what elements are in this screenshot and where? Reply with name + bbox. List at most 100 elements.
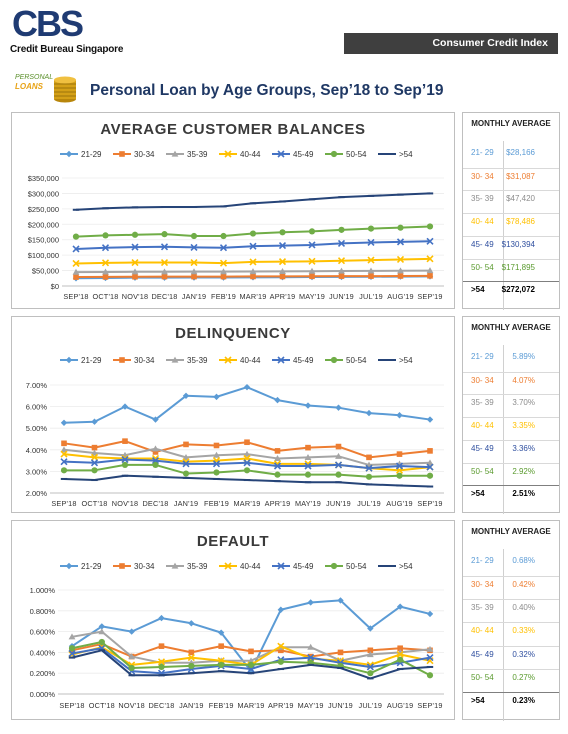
data-point [190,268,198,275]
data-point [304,402,312,409]
monthly-average-row: >54 $272,072 [463,281,559,298]
series-21-29 [60,383,434,426]
data-point [131,258,139,267]
x-tick-label: FEB'19 [204,499,229,508]
age-group-label: 21- 29 [471,352,494,361]
legend-item: 35-39 [166,150,208,159]
age-group-label: >54 [471,489,485,499]
age-group-label: >54 [471,695,485,705]
personal-loans-icon: PERSONAL LOANS [13,68,81,104]
data-point [121,461,129,469]
chart-title: DELINQUENCY [175,325,291,342]
data-point [426,237,434,245]
x-tick-label: JUN'19 [326,499,351,508]
logo-text: CBS [12,6,83,40]
monthly-average-row: 21- 29 0.68% [463,553,559,569]
y-tick-label: $50,000 [32,267,59,276]
data-point [427,273,433,279]
legend-label: 21-29 [81,150,102,159]
data-point [60,458,68,466]
column-divider [503,345,504,514]
y-tick-label: $150,000 [28,236,59,245]
data-point [367,238,375,247]
monthly-average-row: 50- 54 $171,895 [463,258,559,276]
y-tick-label: $100,000 [28,251,59,260]
legend-marker [330,562,338,570]
data-point [278,258,287,266]
monthly-average-header: MONTHLY AVERAGE [471,527,551,536]
data-point [158,614,165,622]
legend: 21-29 30-34 35-39 40-44 45-49 50-54 >54 [60,356,413,365]
age-group-label: 35- 39 [471,398,494,408]
legend-label: >54 [399,562,413,571]
data-point [307,599,314,606]
legend-label: 40-44 [240,562,261,571]
data-point [157,658,166,666]
data-point [73,274,79,280]
legend-marker [224,562,232,570]
data-point [278,242,287,250]
default-chart: 21-29 30-34 35-39 40-44 45-49 50-54 >54 0.000% 0… [30,562,444,710]
legend-label: 50-54 [346,356,367,365]
logo-subtitle: Credit Bureau Singapore [10,44,124,55]
legend-marker [119,357,125,363]
x-tick-label: NOV'18 [112,499,139,508]
monthly-average-table-balances: MONTHLY AVERAGE 21- 29 $28,166 30- 34 $31,08… [462,112,560,310]
data-point [219,259,228,267]
data-point [243,459,251,467]
legend-label: 30-34 [134,356,155,365]
age-group-label: 21- 29 [471,148,494,157]
data-point [338,226,345,233]
x-tick-label: FEB'19 [209,701,234,710]
monthly-average-value: 3.35% [512,421,535,431]
column-divider [503,141,504,310]
data-point [397,656,404,663]
data-point [152,461,159,469]
data-point [338,267,345,274]
x-tick-label: AUG'19 [387,701,414,710]
y-tick-label: 7.00% [26,381,48,390]
data-point [102,274,109,280]
legend-label: 50-54 [346,150,367,159]
data-point [277,606,285,613]
data-point [304,462,312,470]
data-point [273,462,282,470]
x-tick-label: DEC'18 [151,292,177,301]
data-point [308,241,316,249]
legend-item: 21-29 [60,356,102,365]
monthly-average-value: 2.92% [512,466,535,476]
monthly-average-value: 0.42% [512,580,535,590]
data-point [102,268,109,275]
monthly-average-value: 0.40% [512,603,535,613]
data-point [426,654,434,662]
data-point [277,658,284,665]
monthly-average-row: 40- 44 3.35% [463,417,559,434]
series-line [63,386,431,424]
legend-label: >54 [399,150,413,159]
data-point [60,419,68,426]
data-point [220,268,227,275]
data-point [161,231,168,238]
monthly-average-row: 50- 54 2.92% [463,462,559,480]
y-tick-label: 6.00% [26,403,48,412]
balances-chart: 21-29 30-34 35-39 40-44 45-49 50-54 >54 $0 $50,0… [28,150,444,301]
monthly-average-row: 30- 34 4.07% [463,371,559,389]
legend-marker [277,356,285,364]
x-tick-label: DEC'18 [148,701,174,710]
data-point [367,225,375,232]
data-point [337,257,346,265]
data-point [218,643,224,649]
data-point [396,650,404,659]
data-point [68,633,76,640]
legend-item: 40-44 [219,356,261,365]
data-point [152,449,159,455]
data-point [190,258,198,267]
legend-marker [119,563,125,569]
data-point [152,445,159,452]
monthly-average-header: MONTHLY AVERAGE [471,119,551,128]
data-point [248,648,254,655]
data-point [335,443,342,450]
x-tick-label: JAN'19 [179,701,204,710]
x-tick-label: MAR'19 [238,701,265,710]
monthly-average-row: 45- 49 $130,394 [463,235,559,253]
